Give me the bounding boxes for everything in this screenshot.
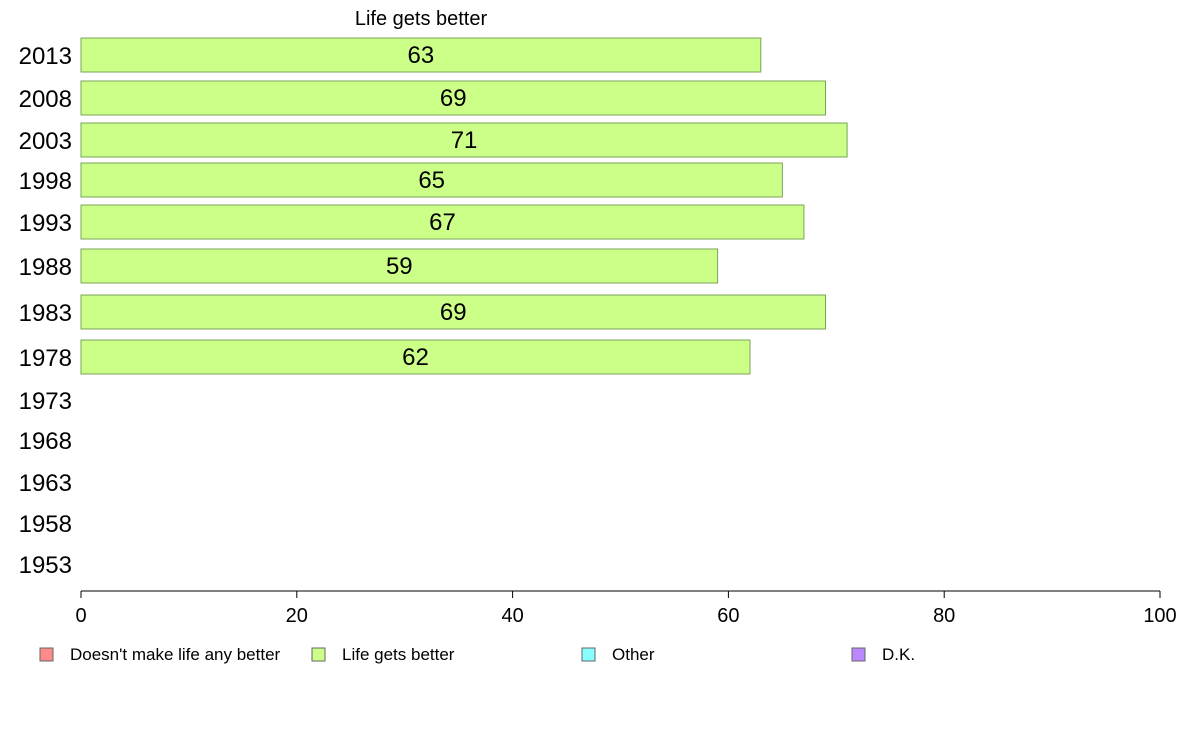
data-label-2003: 71: [451, 127, 478, 154]
x-tick-label-100: 100: [1143, 605, 1176, 627]
legend-label-1: Life gets better: [342, 645, 455, 664]
data-label-1983: 69: [440, 299, 467, 326]
category-label-1983: 1983: [19, 300, 72, 327]
legend-swatch-2: [581, 647, 596, 662]
data-label-2013: 63: [408, 42, 435, 69]
category-label-2013: 2013: [19, 43, 72, 70]
x-tick-label-80: 80: [933, 605, 955, 627]
category-label-1968: 1968: [19, 428, 72, 455]
legend-label-2: Other: [612, 645, 655, 664]
bar-1993: [80, 204, 805, 240]
x-tick-label-60: 60: [717, 605, 739, 627]
x-tick-label-20: 20: [286, 605, 308, 627]
series-title: Life gets better: [355, 8, 488, 30]
category-label-1953: 1953: [19, 552, 72, 579]
legend-swatch-3: [851, 647, 866, 662]
data-label-2008: 69: [440, 85, 467, 112]
x-tick-label-0: 0: [75, 605, 86, 627]
bar-2003: [80, 122, 848, 158]
bar-1978: [80, 339, 751, 375]
category-label-1973: 1973: [19, 388, 72, 415]
category-label-1993: 1993: [19, 210, 72, 237]
category-label-2003: 2003: [19, 128, 72, 155]
legend-swatch-1: [311, 647, 326, 662]
bar-2013: [80, 37, 762, 73]
bar-1983: [80, 294, 827, 330]
category-label-1988: 1988: [19, 254, 72, 281]
x-tick-label-40: 40: [501, 605, 523, 627]
category-label-1958: 1958: [19, 511, 72, 538]
legend-label-3: D.K.: [882, 645, 915, 664]
bar-1988: [80, 248, 719, 284]
category-label-1978: 1978: [19, 345, 72, 372]
data-label-1998: 65: [418, 167, 445, 194]
data-label-1988: 59: [386, 253, 413, 280]
legend-label-0: Doesn't make life any better: [70, 645, 281, 664]
bar-1998: [80, 162, 783, 198]
category-label-1998: 1998: [19, 168, 72, 195]
bar-2008: [80, 80, 827, 116]
data-label-1993: 67: [429, 209, 456, 236]
category-label-1963: 1963: [19, 470, 72, 497]
category-label-2008: 2008: [19, 86, 72, 113]
data-label-1978: 62: [402, 344, 429, 371]
legend-swatch-0: [39, 647, 54, 662]
